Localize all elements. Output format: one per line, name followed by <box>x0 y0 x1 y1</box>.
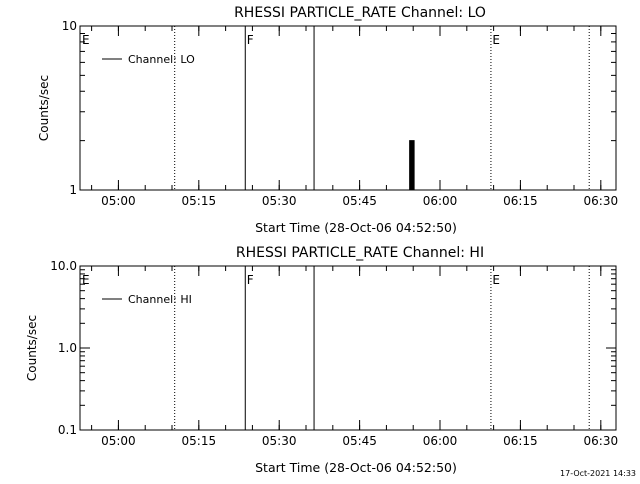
series-line <box>408 140 415 191</box>
x-axis-label: Start Time (28-Oct-06 04:52:50) <box>255 460 457 475</box>
y-tick-label: 1.0 <box>58 341 77 355</box>
chart-panel-hi: RHESSI PARTICLE_RATE Channel: HI 0.1 1.0 10… <box>25 245 618 475</box>
chart-title: RHESSI PARTICLE_RATE Channel: HI <box>236 245 484 261</box>
x-tick-label: 05:30 <box>262 434 297 448</box>
y-tick-label: 10 <box>62 19 77 33</box>
legend-label: Channel: LO <box>128 53 195 66</box>
event-marker-label: E <box>492 33 500 47</box>
x-tick-label: 06:15 <box>503 434 538 448</box>
event-marker-label: E <box>492 273 500 287</box>
x-tick-label: 06:30 <box>584 194 619 208</box>
y-tick-label: 1 <box>69 183 77 197</box>
x-tick-label: 06:00 <box>423 194 458 208</box>
x-axis-label: Start Time (28-Oct-06 04:52:50) <box>255 220 457 235</box>
plot-frame <box>79 25 617 191</box>
legend-label: Channel: HI <box>128 293 192 306</box>
x-tick-label: 05:00 <box>101 434 136 448</box>
event-marker-label: F <box>247 33 254 47</box>
x-tick-label: 05:45 <box>342 194 377 208</box>
x-tick-label: 06:30 <box>584 434 619 448</box>
event-marker-label: E <box>82 33 90 47</box>
x-tick-label: 05:45 <box>342 434 377 448</box>
x-tick-label: 05:15 <box>182 194 217 208</box>
y-tick-label: 10.0 <box>50 259 77 273</box>
event-marker-label: F <box>247 273 254 287</box>
plot-frame <box>79 265 617 431</box>
y-axis-label: Counts/sec <box>25 315 39 381</box>
event-marker-label: E <box>82 273 90 287</box>
x-tick-label: 05:00 <box>101 194 136 208</box>
x-tick-label: 05:30 <box>262 194 297 208</box>
chart-panel-lo: RHESSI PARTICLE_RATE Channel: LO 1 10 05:00… <box>37 5 618 235</box>
y-tick-label: 0.1 <box>58 423 77 437</box>
footer-timestamp: 17-Oct-2021 14:33 <box>560 469 636 478</box>
chart-title: RHESSI PARTICLE_RATE Channel: LO <box>234 5 486 21</box>
y-axis-label: Counts/sec <box>37 75 51 141</box>
x-tick-label: 06:00 <box>423 434 458 448</box>
x-tick-label: 06:15 <box>503 194 538 208</box>
x-tick-label: 05:15 <box>182 434 217 448</box>
